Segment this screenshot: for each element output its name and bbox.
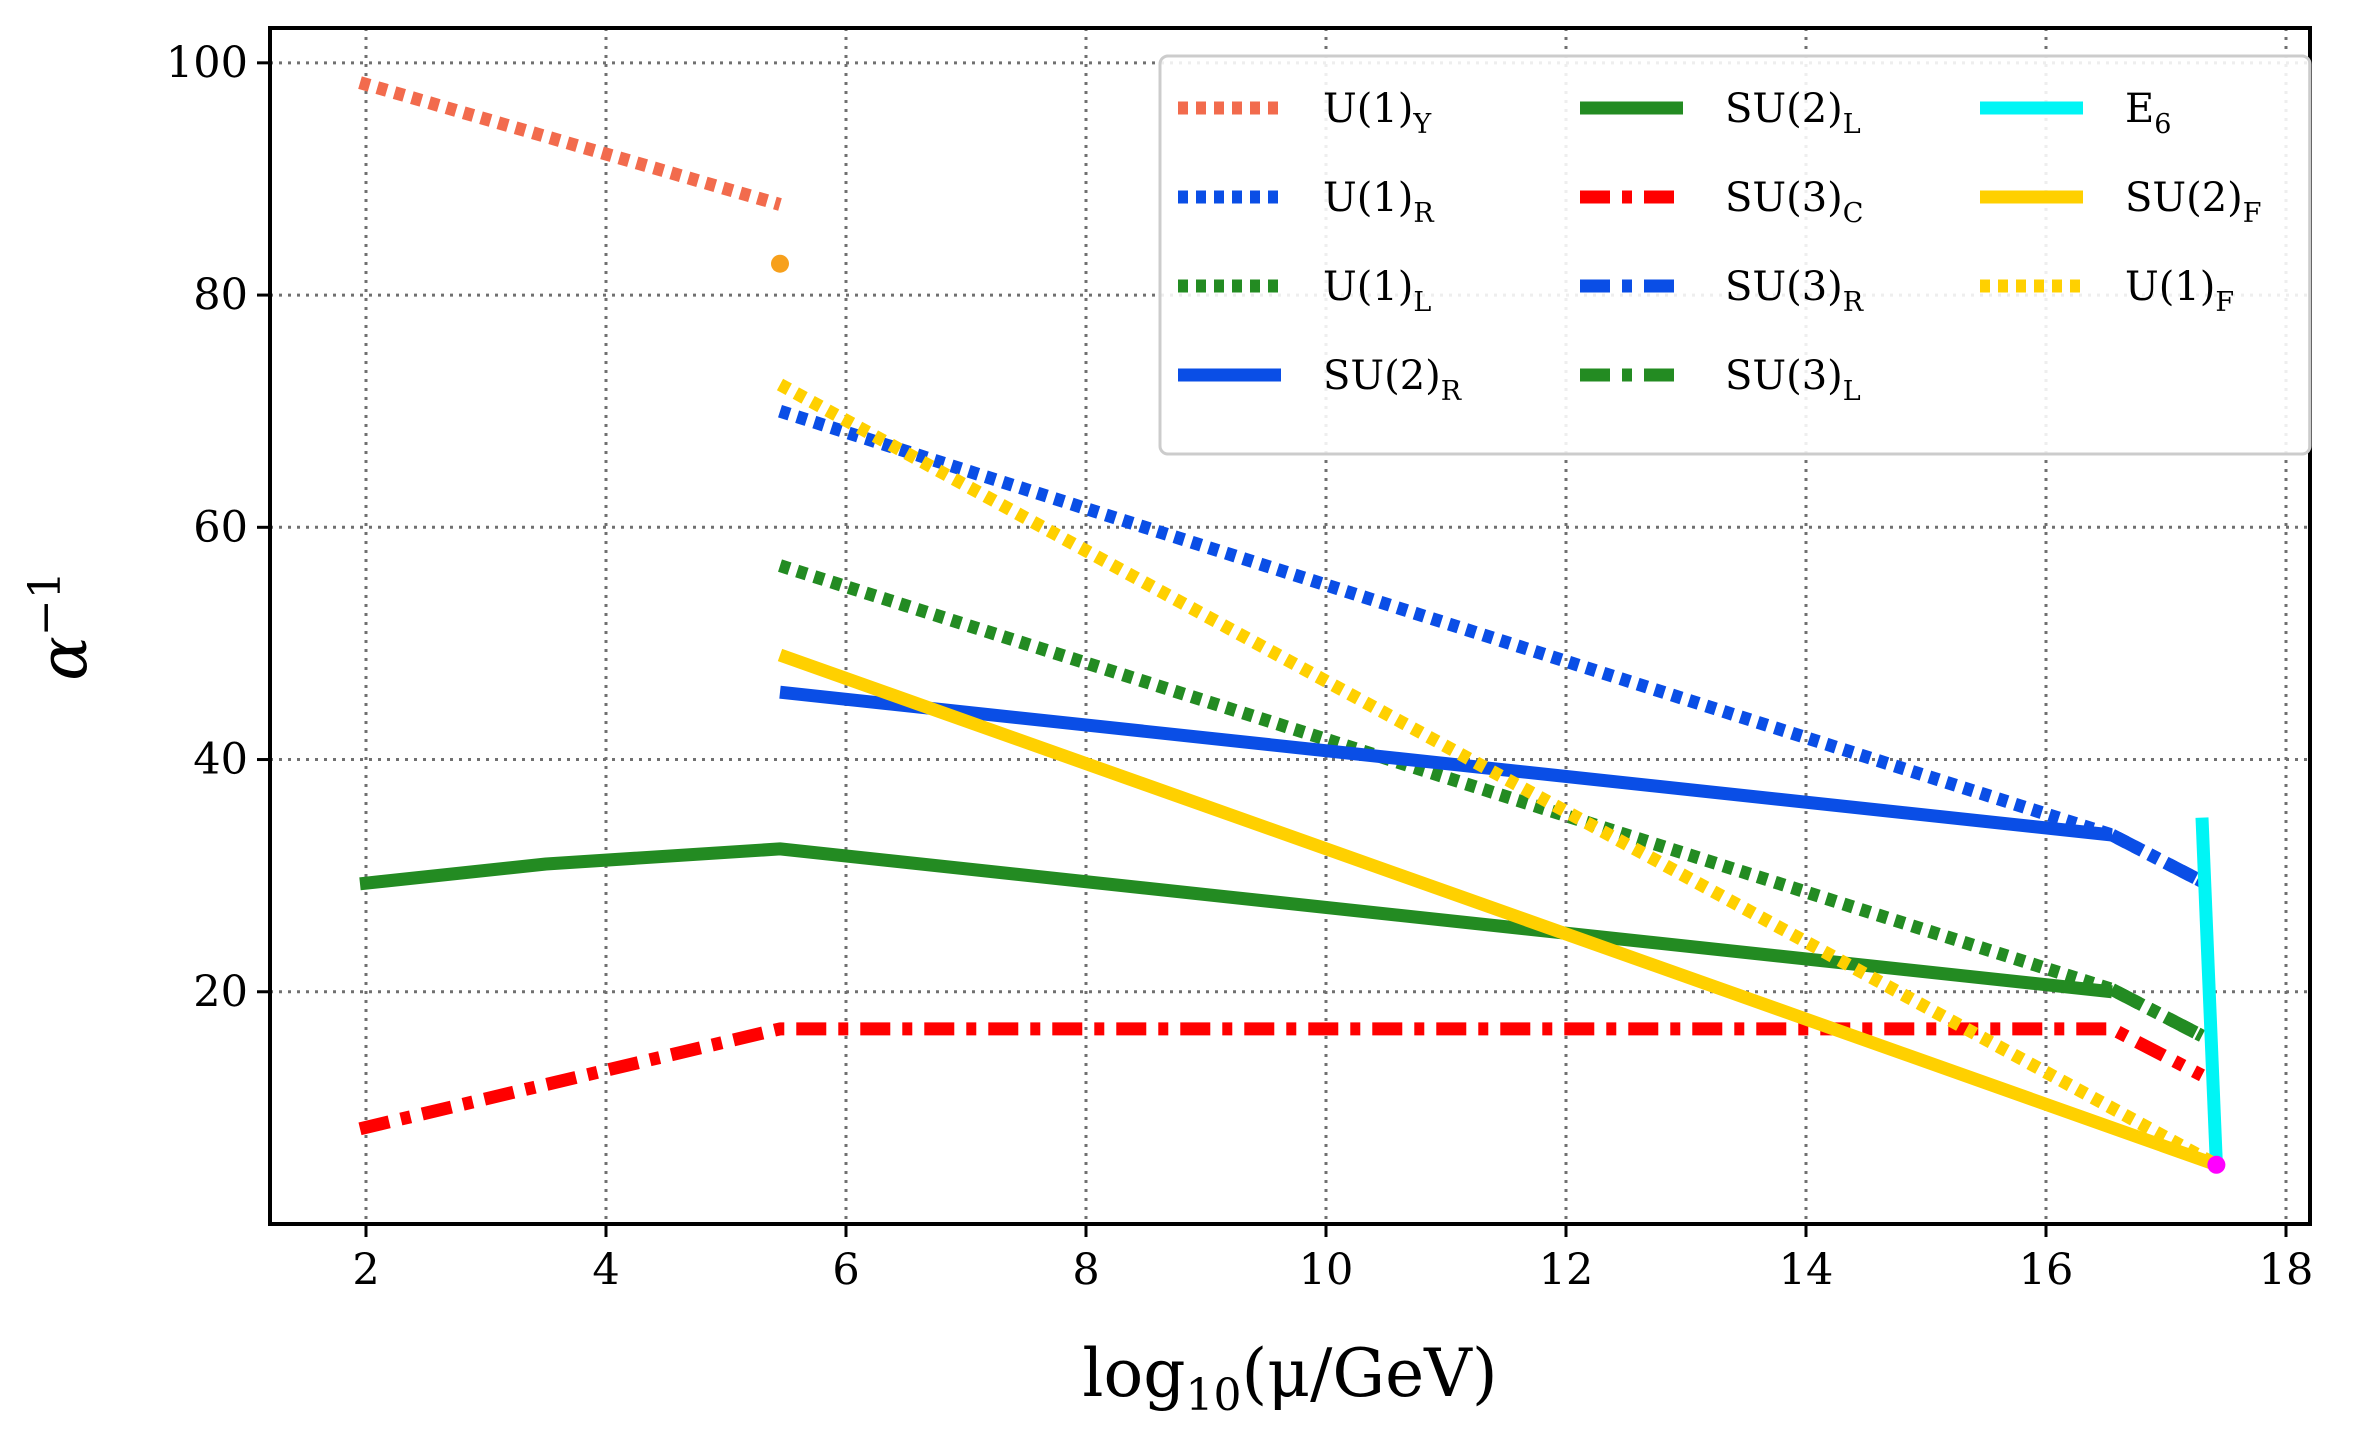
- legend-box: [1158, 54, 2312, 456]
- legend-entry-su-2-l: SU(2)L: [1580, 86, 1861, 140]
- legend-entry-u-1-y: U(1)Y: [1178, 86, 1432, 140]
- legend-entry-su-2-r: SU(2)R: [1178, 353, 1462, 407]
- x-tick-label: 12: [1539, 1245, 1594, 1295]
- marker-threshold: [771, 254, 789, 273]
- series-line-u-1-r: [778, 405, 2205, 888]
- legend-label: U(1)L: [1323, 264, 1431, 318]
- series-line-u-1-y: [358, 76, 782, 211]
- y-tick-label: 20: [193, 967, 248, 1017]
- legend-entry-u-1-f: U(1)F: [1980, 264, 2234, 318]
- x-tick-label: 6: [832, 1245, 859, 1295]
- y-tick-label: 80: [193, 270, 248, 320]
- y-axis-title: α−1: [20, 571, 102, 680]
- x-axis-title: log10(μ/GeV): [1082, 1335, 1497, 1421]
- y-tick-label: 100: [166, 38, 248, 88]
- legend-label: SU(2)L: [1725, 86, 1861, 140]
- axis-ticks: 2 4 6 8 10 12 14 16 18 20 40 60 80 100: [166, 38, 2313, 1295]
- point-markers: [771, 254, 2226, 1174]
- series-line-u-1-f: [776, 378, 2220, 1171]
- legend-label: U(1)R: [1323, 175, 1434, 229]
- legend-label: U(1)Y: [1323, 86, 1432, 140]
- y-tick-label: 40: [193, 735, 248, 785]
- legend-label: SU(2)F: [2125, 175, 2262, 229]
- series-line-su-2-f: [777, 648, 2219, 1171]
- legend-entry-u-1-r: U(1)R: [1178, 175, 1434, 229]
- y-tick-label: 60: [193, 502, 248, 552]
- legend-entry-su-3-c: SU(3)C: [1580, 175, 1863, 229]
- x-tick-label: 16: [2019, 1245, 2074, 1295]
- legend-entry-su-2-f: SU(2)F: [1980, 175, 2262, 229]
- x-tick-label: 10: [1299, 1245, 1354, 1295]
- series-line-e-6: [2195, 817, 2223, 1166]
- legend-label: SU(3)R: [1725, 264, 1864, 318]
- x-tick-label: 8: [1072, 1245, 1099, 1295]
- series-line-su-3-c: [358, 1022, 2205, 1136]
- series-line-su-2-r: [779, 685, 2113, 842]
- marker-unification: [2207, 1155, 2226, 1174]
- series-line-su-3-l: [2109, 983, 2205, 1042]
- legend-entry-su-3-l: SU(3)L: [1580, 353, 1861, 407]
- legend-entry-su-3-r: SU(3)R: [1580, 264, 1864, 318]
- x-tick-label: 2: [352, 1245, 379, 1295]
- legend-entry-e-6: E6: [1980, 86, 2171, 140]
- legend-label: U(1)F: [2125, 264, 2234, 318]
- legend-label: SU(2)R: [1323, 353, 1462, 407]
- x-tick-label: 4: [592, 1245, 619, 1295]
- plot-frame: [268, 26, 2312, 1226]
- legend-entry-u-1-l: U(1)L: [1178, 264, 1431, 318]
- series-line-su-2-l: [359, 842, 2113, 999]
- legend-label: SU(3)C: [1725, 175, 1863, 229]
- legend: U(1)Y U(1)R U(1)L SU(2)R SU(2)L SU(3)C SU(3)R S…: [1158, 54, 2312, 456]
- legend-label: E6: [2125, 86, 2171, 140]
- x-tick-label: 14: [1779, 1245, 1834, 1295]
- series-lines: [358, 76, 2223, 1171]
- x-tick-label: 18: [2259, 1245, 2314, 1295]
- legend-label: SU(3)L: [1725, 353, 1861, 407]
- series-line-su-3-r: [2109, 829, 2205, 888]
